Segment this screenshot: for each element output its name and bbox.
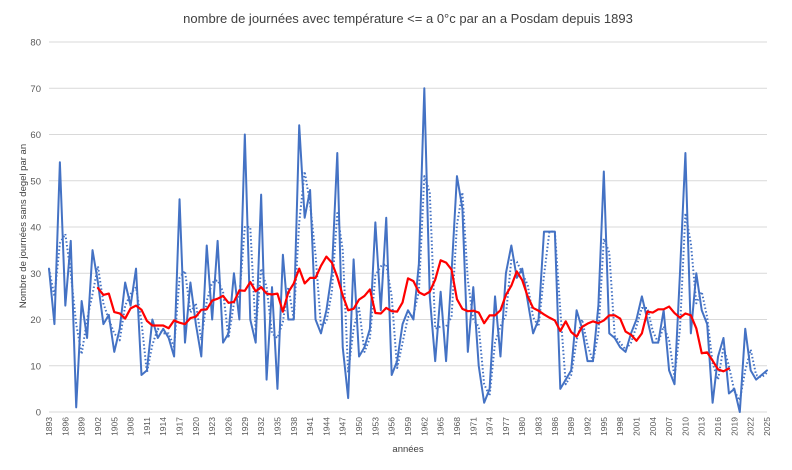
x-tick-label: 1962: [419, 417, 429, 436]
x-tick-label: 1980: [517, 417, 527, 436]
x-tick-label: 1989: [566, 417, 576, 436]
x-axis-title: années: [392, 444, 423, 455]
x-tick-label: 1896: [60, 417, 70, 436]
x-tick-label: 1941: [305, 417, 315, 436]
x-tick-label: 1986: [550, 417, 560, 436]
series-line-1: [48, 87, 768, 413]
x-tick-label: 2004: [648, 417, 658, 436]
x-tick-label: 1935: [272, 417, 282, 436]
x-tick-label: 1944: [321, 417, 331, 436]
x-tick-label: 1953: [370, 417, 380, 436]
x-tick-label: 2019: [729, 417, 739, 436]
x-tick-label: 1902: [93, 417, 103, 436]
series-line-3: [96, 255, 731, 373]
y-tick-label: 50: [30, 176, 41, 187]
x-tick-label: 1995: [599, 417, 609, 436]
x-tick-label: 2022: [746, 417, 756, 436]
x-tick-label: 1893: [44, 417, 54, 436]
x-tick-label: 1965: [436, 417, 446, 436]
x-tick-label: 1911: [142, 417, 152, 436]
x-tick-label: 1926: [224, 417, 234, 436]
x-tick-label: 2010: [680, 417, 690, 436]
x-tick-label: 2007: [664, 417, 674, 436]
gridlines: [49, 41, 767, 413]
y-tick-label: 0: [36, 408, 41, 419]
y-tick-label: 40: [30, 223, 41, 234]
y-tick-label: 60: [30, 130, 41, 141]
x-tick-label: 1950: [354, 417, 364, 436]
x-tick-label: 1998: [615, 417, 625, 436]
x-tick-label: 2013: [697, 417, 707, 436]
x-tick-label: 1956: [387, 417, 397, 436]
x-tick-label: 1923: [207, 417, 217, 436]
y-tick-label: 30: [30, 269, 41, 280]
series-line-2: [48, 170, 768, 402]
y-axis-title: Nombre de journées sans degel par an: [18, 144, 29, 308]
x-tick-label: 1905: [109, 417, 119, 436]
x-tick-label: 1938: [289, 417, 299, 436]
x-tick-label: 1971: [468, 417, 478, 436]
chart-title: nombre de journées avec température <= a…: [183, 11, 633, 26]
y-tick-label: 80: [30, 38, 41, 49]
x-tick-label: 1968: [452, 417, 462, 436]
x-tick-label: 1932: [256, 417, 266, 436]
y-tick-label: 10: [30, 361, 41, 372]
x-axis-tick-labels: 1893 1896 1899 1902 1905 1908 1911 1914 1917 1920…: [44, 417, 772, 436]
x-tick-label: 1899: [77, 417, 87, 436]
y-tick-label: 70: [30, 84, 41, 95]
y-tick-label: 20: [30, 315, 41, 326]
x-tick-label: 1917: [175, 417, 185, 436]
x-tick-label: 1908: [126, 417, 136, 436]
x-tick-label: 1920: [191, 417, 201, 436]
x-tick-label: 1977: [501, 417, 511, 436]
x-tick-label: 1983: [534, 417, 544, 436]
x-tick-label: 1959: [403, 417, 413, 436]
x-tick-label: 2016: [713, 417, 723, 436]
x-tick-label: 2001: [631, 417, 641, 436]
x-tick-label: 1992: [583, 417, 593, 436]
y-axis-tick-labels: 0 10 20 30 40 50 60 70 80: [30, 38, 41, 419]
x-tick-label: 2025: [762, 417, 772, 436]
x-tick-label: 1947: [338, 417, 348, 436]
series-lines: [48, 87, 768, 413]
x-tick-label: 1929: [240, 417, 250, 436]
x-tick-label: 1974: [485, 417, 495, 436]
x-tick-label: 1914: [158, 417, 168, 436]
